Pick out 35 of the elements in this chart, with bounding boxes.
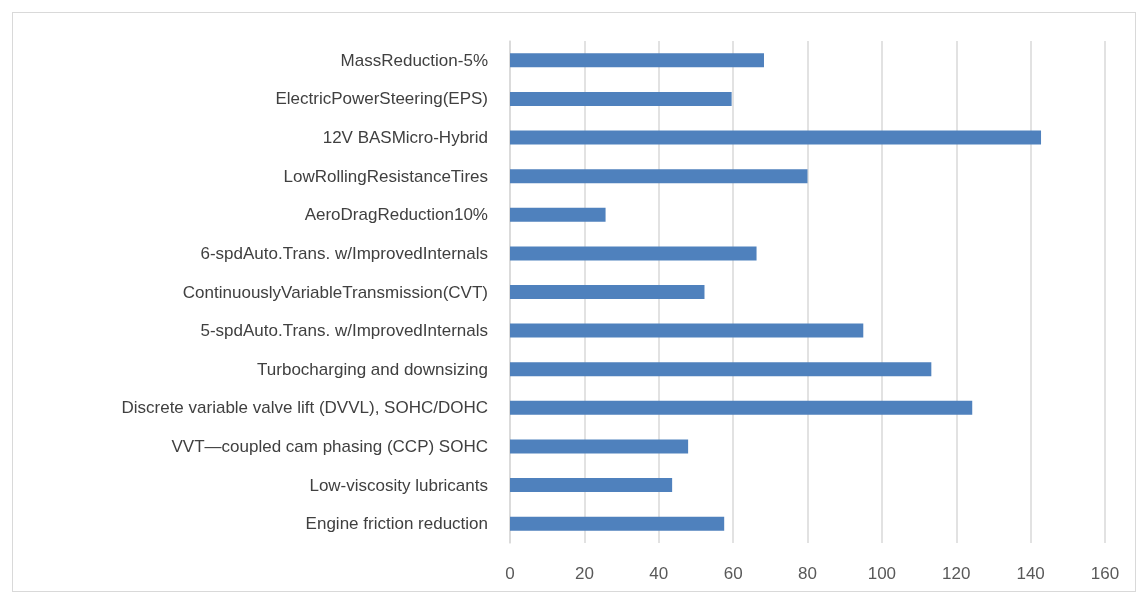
bar xyxy=(510,91,732,106)
bar xyxy=(510,169,808,184)
y-tick-label: MassReduction-5% xyxy=(340,50,488,70)
y-tick-label: Turbocharging and downsizing xyxy=(257,359,488,379)
x-tick-label: 40 xyxy=(649,564,669,583)
x-tick-label: 20 xyxy=(574,564,594,583)
x-tick-label: 0 xyxy=(505,564,515,583)
bar xyxy=(510,285,705,299)
bar xyxy=(510,130,1042,145)
bar xyxy=(510,246,757,261)
x-tick-label: 80 xyxy=(798,564,817,583)
y-tick-label: ElectricPowerSteering(EPS) xyxy=(275,89,488,109)
y-tick-label: Low-viscosity lubricants xyxy=(309,475,488,495)
x-tick-label: 60 xyxy=(723,564,743,583)
y-tick-label: Engine friction reduction xyxy=(305,514,488,534)
y-tick-label: LowRollingResistanceTires xyxy=(283,166,488,186)
x-tick-label: 140 xyxy=(1016,564,1045,583)
bar xyxy=(510,478,673,493)
y-tick-label: ContinuouslyVariableTransmission(CVT) xyxy=(182,282,488,302)
y-tick-label: Discrete variable valve lift (DVVL), SOHC/DOHC xyxy=(121,398,488,418)
x-tick-label: 160 xyxy=(1090,564,1120,583)
y-tick-label: VVT—coupled cam phasing (CCP) SOHC xyxy=(171,436,488,456)
y-tick-label: 5-spdAuto.Trans. w/ImprovedInternals xyxy=(200,321,488,341)
y-tick-label: 12V BASMicro-Hybrid xyxy=(322,128,488,148)
bar xyxy=(510,53,764,68)
bar xyxy=(510,207,606,222)
bar xyxy=(510,439,689,454)
bar xyxy=(510,323,864,338)
y-tick-label: 6-spdAuto.Trans. w/ImprovedInternals xyxy=(200,243,488,263)
bar xyxy=(510,400,973,415)
x-tick-label: 100 xyxy=(867,564,897,583)
bar xyxy=(510,516,725,531)
bar xyxy=(510,362,932,377)
y-tick-label: AeroDragReduction10% xyxy=(304,205,488,225)
x-tick-label: 120 xyxy=(942,564,971,583)
